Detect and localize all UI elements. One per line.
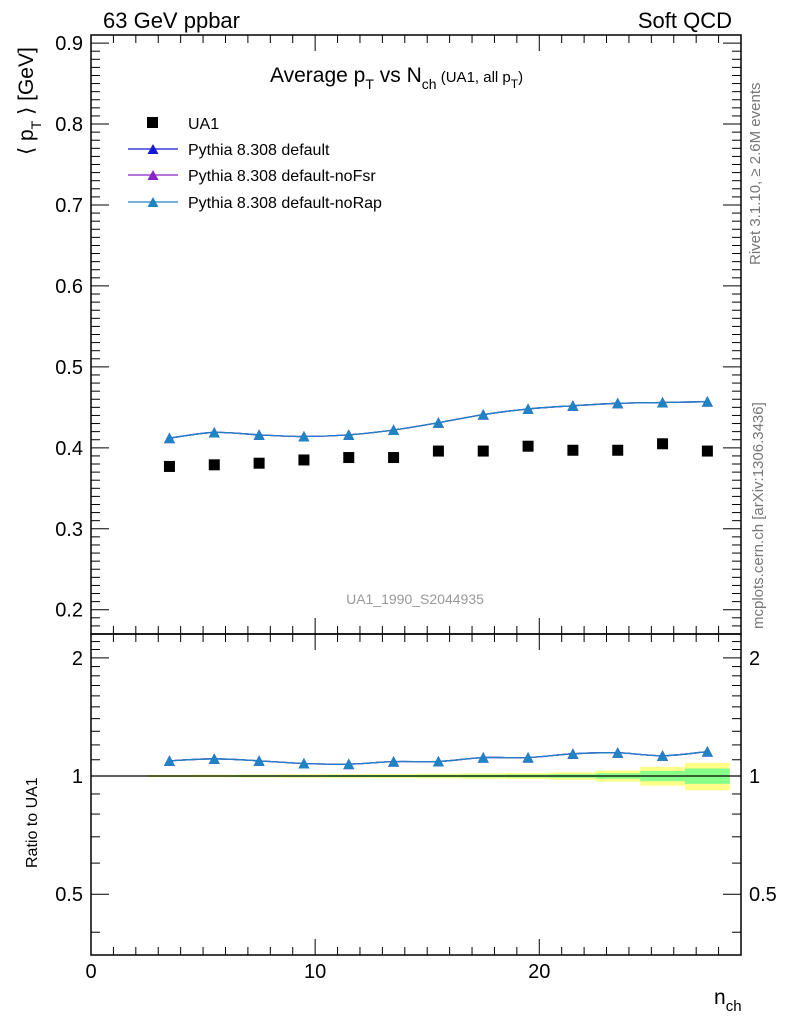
axis-ticks: 0 10 20 0.2 0.3 0.4 0.5 0.6 0.7 0.8 0.9 0.5 0.5 1 1 2 2 — [55, 33, 777, 983]
series-point — [163, 432, 175, 444]
ratio-tick-label-left: 2 — [72, 648, 83, 670]
x-axis-label: nch — [714, 986, 742, 1015]
series-point — [701, 396, 713, 407]
series-point — [253, 429, 265, 440]
x-tick-label: 20 — [528, 961, 550, 983]
x-tick-label: 0 — [85, 961, 96, 983]
series-point — [522, 403, 534, 414]
ratio-series-point — [253, 755, 265, 766]
ratio-panel-frame — [90, 633, 742, 956]
title-sub2: ch — [422, 76, 437, 92]
legend-label-nofsr: Pythia 8.308 default-noFsr — [188, 168, 376, 185]
ratio-uncertainty-bands — [91, 762, 741, 791]
mcplots-citation-text: mcplots.cern.ch [arXiv:1306.3436] — [750, 402, 767, 629]
legend-marker-norap — [147, 197, 159, 207]
data-point — [701, 445, 713, 457]
data-point — [208, 459, 220, 471]
ratio-series-point — [343, 758, 355, 770]
ratio-series-point — [477, 752, 489, 763]
ylabel-open: ⟨ p — [15, 129, 38, 155]
title-tail: (UA1, all p — [437, 69, 511, 86]
y-tick-label: 0.7 — [55, 195, 83, 217]
y-tick-label: 0.2 — [55, 600, 83, 622]
data-point — [612, 444, 624, 456]
data-point — [163, 460, 175, 472]
data-point — [522, 440, 534, 452]
series-point — [657, 396, 669, 408]
y-axis-label: ⟨ pT ⟩ [GeV] — [15, 47, 44, 155]
ratio-series-point — [522, 752, 534, 763]
series-point — [432, 417, 444, 428]
header-right: Soft QCD — [638, 8, 732, 33]
series-point — [612, 397, 624, 409]
ratio-series-point — [612, 747, 624, 758]
series-point — [343, 429, 355, 440]
y-tick-label: 0.6 — [55, 276, 83, 298]
data-point — [432, 445, 444, 457]
ylabel-close: ⟩ [GeV] — [15, 47, 38, 121]
analysis-watermark: UA1_1990_S2044935 — [346, 591, 484, 607]
title-close: ) — [518, 69, 523, 86]
title-main: Average p — [270, 64, 365, 87]
ratio-series-point — [388, 756, 400, 767]
data-marks — [163, 396, 713, 770]
ratio-tick-label-right: 2 — [749, 648, 760, 670]
data-point — [477, 445, 489, 457]
ratio-tick-label-left: 0.5 — [55, 884, 83, 906]
ratio-series-point — [701, 746, 713, 757]
ratio-series-point — [567, 748, 579, 759]
legend-label-default: Pythia 8.308 default — [188, 142, 330, 159]
chart-title: Average pT vs Nch (UA1, all pT) — [270, 64, 523, 92]
y-tick-label: 0.4 — [55, 438, 83, 460]
y-tick-label: 0.8 — [55, 114, 83, 136]
xlabel-main: n — [714, 986, 726, 1009]
legend-label-ua1: UA1 — [188, 116, 219, 133]
ratio-tick-label-right: 1 — [749, 766, 760, 788]
legend-label-norap: Pythia 8.308 default-noRap — [188, 195, 382, 212]
rivet-version-text: Rivet 3.1.10, ≥ 2.6M events — [747, 83, 764, 266]
x-tick-label: 10 — [304, 961, 326, 983]
xlabel-sub: ch — [726, 998, 742, 1015]
ratio-series-point — [208, 753, 220, 764]
title-sub1: T — [365, 76, 374, 92]
y-tick-label: 0.3 — [55, 519, 83, 541]
ratio-tick-label-right: 0.5 — [749, 884, 777, 906]
legend: UA1 Pythia 8.308 default Pythia 8.308 de… — [128, 116, 382, 212]
ratio-y-axis-label: Ratio to UA1 — [24, 777, 41, 868]
series-point — [298, 430, 310, 442]
data-point — [343, 452, 355, 464]
data-point — [567, 444, 579, 456]
series-point — [388, 424, 400, 436]
data-point — [253, 457, 265, 469]
ylabel-sub: T — [28, 120, 44, 129]
y-tick-label: 0.5 — [55, 357, 83, 379]
y-tick-label: 0.9 — [55, 33, 83, 55]
header-left: 63 GeV ppbar — [103, 8, 240, 33]
ratio-series-point — [163, 755, 175, 766]
data-point — [388, 452, 400, 464]
data-point — [298, 454, 310, 466]
legend-marker-default — [147, 144, 159, 154]
ratio-series-point — [298, 758, 310, 769]
legend-marker-ua1 — [147, 117, 158, 128]
ratio-series-point — [432, 755, 444, 767]
ratio-series-point — [657, 750, 669, 761]
series-point — [208, 426, 220, 438]
title-mid: vs N — [374, 64, 422, 87]
series-point — [477, 409, 489, 420]
legend-marker-nofsr — [147, 170, 159, 180]
data-point — [657, 438, 669, 450]
title-sub3: T — [511, 77, 519, 91]
ratio-tick-label-left: 1 — [72, 766, 83, 788]
series-point — [567, 400, 579, 411]
